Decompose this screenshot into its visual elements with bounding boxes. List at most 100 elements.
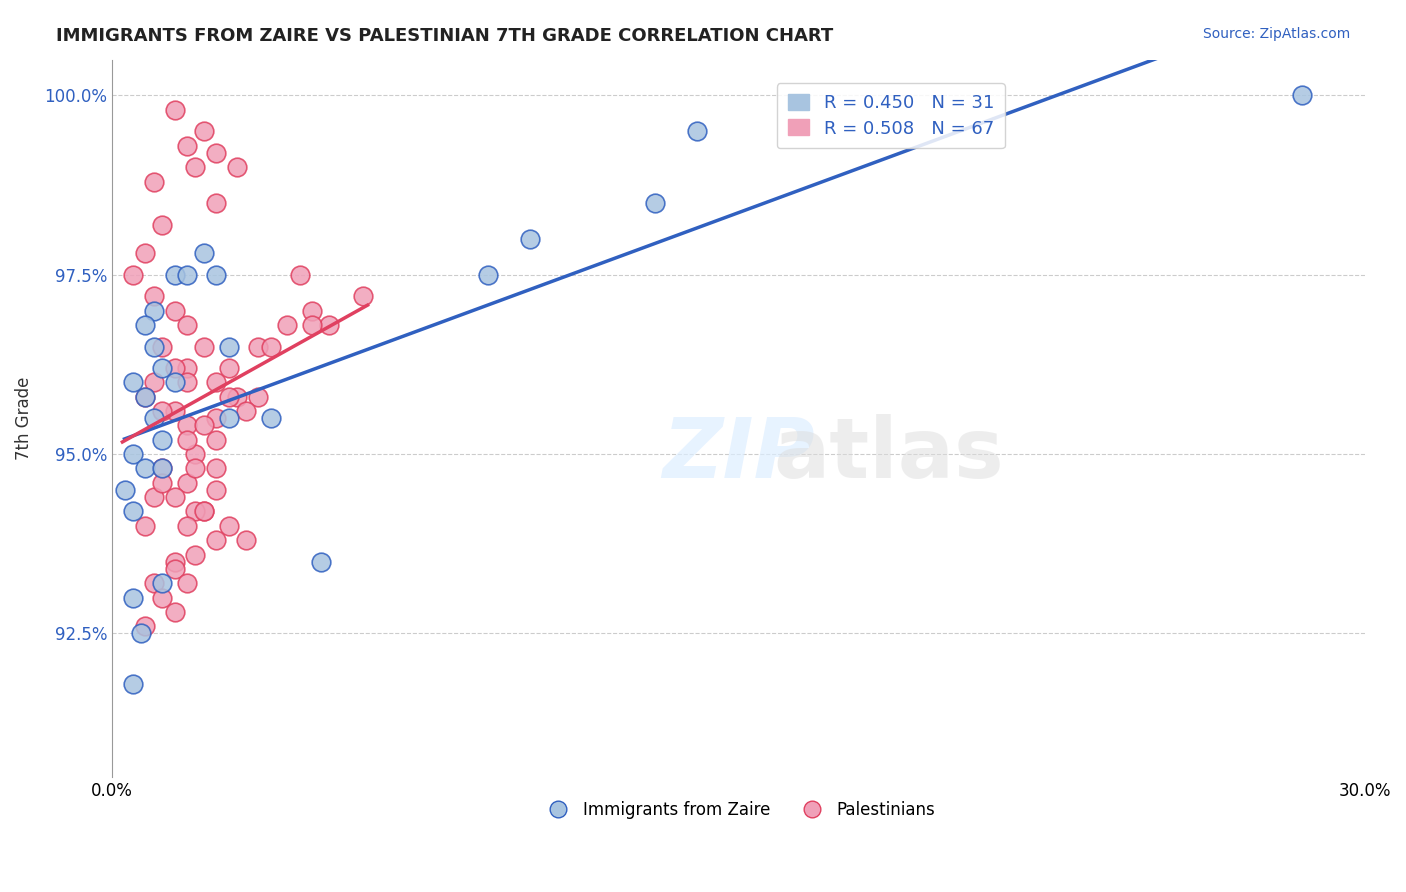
Legend: Immigrants from Zaire, Palestinians: Immigrants from Zaire, Palestinians (534, 795, 942, 826)
Point (150, 339, 173, 353)
Point (218, 361, 240, 376)
Point (309, 555, 332, 569)
Point (121, 268, 143, 282)
Point (150, 475, 173, 490)
Text: ZIP: ZIP (662, 414, 814, 494)
Point (142, 411, 165, 425)
Point (260, 339, 283, 353)
Point (176, 518, 198, 533)
Point (205, 411, 228, 425)
Point (176, 318, 198, 332)
Point (176, 576, 198, 591)
Point (205, 376, 228, 390)
Point (176, 268, 198, 282)
Point (121, 447, 143, 461)
Point (205, 145, 228, 160)
Point (121, 376, 143, 390)
Point (134, 461, 156, 475)
Point (142, 576, 165, 591)
Point (218, 518, 240, 533)
Point (163, 490, 186, 504)
Point (288, 268, 311, 282)
Point (150, 404, 173, 418)
Point (1291, 88, 1313, 103)
Point (519, 232, 541, 246)
Point (184, 504, 207, 518)
Point (184, 160, 207, 174)
Point (247, 390, 270, 404)
Point (193, 504, 215, 518)
Point (150, 461, 173, 475)
Point (218, 411, 240, 425)
Point (477, 268, 499, 282)
Point (121, 504, 143, 518)
Point (205, 433, 228, 447)
Point (142, 289, 165, 303)
Point (150, 461, 173, 475)
Point (184, 447, 207, 461)
Point (150, 433, 173, 447)
Point (150, 218, 173, 232)
Point (260, 411, 283, 425)
Point (352, 289, 374, 303)
Point (163, 361, 186, 376)
Point (184, 548, 207, 562)
Point (121, 591, 143, 605)
Point (218, 339, 240, 353)
Point (205, 483, 228, 497)
Point (176, 418, 198, 433)
Point (193, 504, 215, 518)
Point (134, 518, 156, 533)
Point (193, 339, 215, 353)
Point (176, 433, 198, 447)
Point (163, 555, 186, 569)
Point (235, 404, 257, 418)
Point (134, 246, 156, 260)
Point (205, 461, 228, 475)
Point (644, 196, 666, 211)
Point (685, 124, 707, 138)
Point (142, 490, 165, 504)
Point (235, 533, 257, 548)
Text: Source: ZipAtlas.com: Source: ZipAtlas.com (1202, 27, 1350, 41)
Point (205, 533, 228, 548)
Point (226, 160, 249, 174)
Text: atlas: atlas (773, 414, 1004, 494)
Point (142, 175, 165, 189)
Point (176, 138, 198, 153)
Point (142, 303, 165, 318)
Point (193, 246, 215, 260)
Point (318, 318, 340, 332)
Point (134, 318, 156, 332)
Point (176, 376, 198, 390)
Point (134, 390, 156, 404)
Text: IMMIGRANTS FROM ZAIRE VS PALESTINIAN 7TH GRADE CORRELATION CHART: IMMIGRANTS FROM ZAIRE VS PALESTINIAN 7TH… (56, 27, 834, 45)
Point (184, 461, 207, 475)
Point (134, 390, 156, 404)
Point (301, 318, 323, 332)
Point (129, 626, 152, 640)
Point (163, 404, 186, 418)
Point (150, 361, 173, 376)
Point (218, 390, 240, 404)
Point (193, 418, 215, 433)
Point (150, 591, 173, 605)
Y-axis label: 7th Grade: 7th Grade (15, 376, 32, 460)
Point (163, 303, 186, 318)
Point (176, 475, 198, 490)
Point (163, 605, 186, 619)
Point (193, 124, 215, 138)
Point (150, 576, 173, 591)
Point (205, 196, 228, 211)
Point (163, 376, 186, 390)
Point (142, 339, 165, 353)
Point (247, 339, 270, 353)
Point (163, 268, 186, 282)
Point (114, 483, 136, 497)
Point (276, 318, 298, 332)
Point (301, 303, 323, 318)
Point (163, 103, 186, 117)
Point (205, 268, 228, 282)
Point (121, 676, 143, 690)
Point (134, 619, 156, 633)
